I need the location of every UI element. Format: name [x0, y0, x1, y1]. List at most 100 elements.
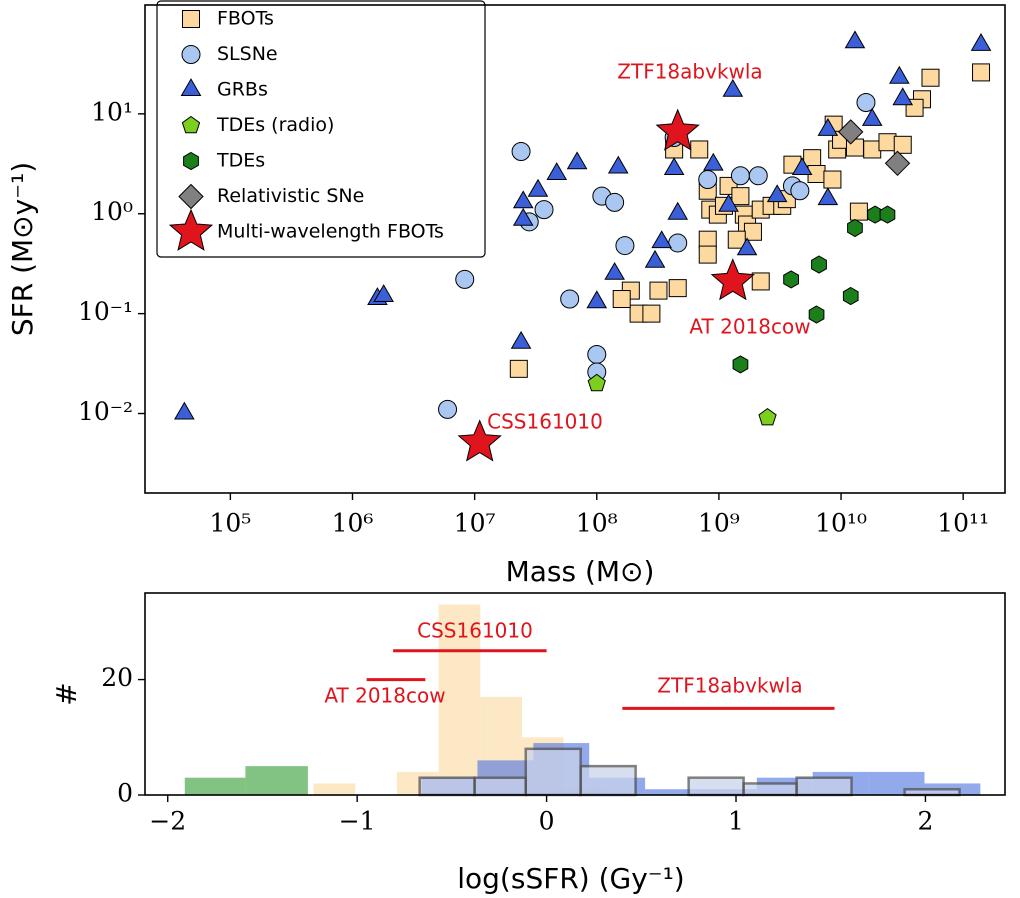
legend-marker	[181, 115, 201, 134]
data-point	[668, 233, 688, 253]
hist-bar	[795, 776, 853, 797]
y-tick-label: 0	[117, 779, 133, 808]
data-point	[698, 170, 718, 190]
data-point	[921, 68, 940, 87]
data-point	[783, 270, 799, 289]
data-point	[718, 193, 739, 212]
annotation: AT 2018cow	[689, 315, 810, 339]
data-point	[856, 92, 876, 112]
data-point	[644, 249, 666, 268]
y-axis-label: SFR (M⊙y⁻¹)	[6, 162, 39, 336]
axes-frame	[144, 4, 1006, 494]
data-point	[527, 178, 549, 197]
data-point	[748, 166, 768, 186]
data-point	[615, 236, 635, 256]
legend-label: TDEs	[216, 150, 265, 172]
hist-bar	[524, 747, 582, 797]
data-point	[844, 30, 866, 49]
data-point	[511, 141, 531, 161]
data-point	[174, 401, 195, 420]
annotation: CSS161010	[487, 410, 603, 434]
data-point	[438, 399, 458, 419]
data-point	[668, 279, 687, 298]
x-tick-label: 1	[728, 807, 744, 836]
data-point	[889, 65, 910, 84]
data-point	[560, 289, 580, 309]
data-point	[605, 192, 625, 212]
data-point	[512, 207, 534, 226]
data-point	[790, 181, 810, 201]
data-point	[892, 87, 914, 106]
x-tick-label: 10⁶	[332, 509, 374, 538]
data-point	[817, 187, 839, 206]
data-point	[842, 286, 859, 306]
data-point	[847, 218, 863, 238]
data-point	[722, 78, 744, 97]
x-tick-label: −1	[339, 807, 376, 836]
x-axis-label: log(sSFR) (Gy⁻¹)	[457, 862, 684, 895]
data-point	[373, 284, 394, 302]
data-point	[972, 63, 991, 82]
legend-label: GRBs	[217, 79, 268, 101]
x-tick-label: 10⁸	[576, 509, 618, 538]
legend-label: Relativistic SNe	[217, 185, 364, 207]
data-point	[663, 157, 685, 175]
data-point	[863, 140, 882, 159]
data-point	[534, 200, 554, 220]
data-point	[758, 407, 777, 426]
legend-marker	[178, 183, 204, 210]
data-point	[893, 135, 912, 154]
data-point	[690, 140, 709, 159]
data-point	[612, 290, 631, 309]
hist-bar	[184, 777, 246, 795]
y-tick-label: 10⁻¹	[78, 297, 133, 326]
data-point	[732, 355, 749, 374]
hist-bar	[313, 783, 356, 795]
range-label: ZTF18abvkwla	[657, 674, 802, 698]
data-point	[655, 108, 700, 151]
x-tick-label: 10¹⁰	[815, 509, 867, 538]
data-point	[879, 205, 896, 224]
data-point	[703, 152, 724, 171]
data-point	[607, 155, 629, 174]
range-label: CSS161010	[417, 619, 533, 643]
data-point	[509, 359, 528, 378]
y-tick-label: 20	[101, 663, 133, 692]
legend-label: Multi-wavelength FBOTs	[217, 221, 444, 243]
hist-bar	[245, 766, 308, 795]
annotation: ZTF18abvkwla	[617, 60, 762, 84]
x-tick-label: 0	[539, 807, 555, 836]
hist-bar	[742, 782, 798, 797]
data-point	[604, 262, 625, 280]
data-point	[878, 133, 897, 152]
x-axis-label: Mass (M⊙)	[506, 555, 655, 588]
legend-marker	[168, 208, 214, 251]
legend-box	[156, 0, 486, 258]
legend-marker	[182, 10, 200, 28]
data-point	[667, 201, 689, 220]
data-point	[710, 258, 755, 301]
data-point	[861, 107, 883, 126]
range-label: AT 2018cow	[324, 684, 445, 708]
data-point	[803, 149, 822, 168]
data-point	[731, 187, 750, 206]
legend-label: TDEs (radio)	[216, 114, 334, 136]
legend-label: SLSNe	[217, 43, 278, 65]
legend-marker	[180, 78, 202, 96]
hist-bar	[903, 787, 961, 797]
hist-bar	[473, 776, 527, 797]
y-axis-label: #	[50, 682, 83, 705]
data-point	[727, 230, 746, 249]
data-point	[566, 151, 588, 170]
data-point	[546, 162, 568, 180]
legend-marker	[183, 151, 199, 171]
data-point	[510, 330, 532, 349]
data-point	[808, 305, 825, 324]
data-point	[817, 117, 839, 136]
hist-bar	[687, 776, 745, 797]
axes-frame	[144, 592, 1006, 796]
data-point	[837, 119, 864, 145]
data-point	[970, 32, 992, 51]
y-tick-label: 10⁰	[91, 197, 133, 226]
